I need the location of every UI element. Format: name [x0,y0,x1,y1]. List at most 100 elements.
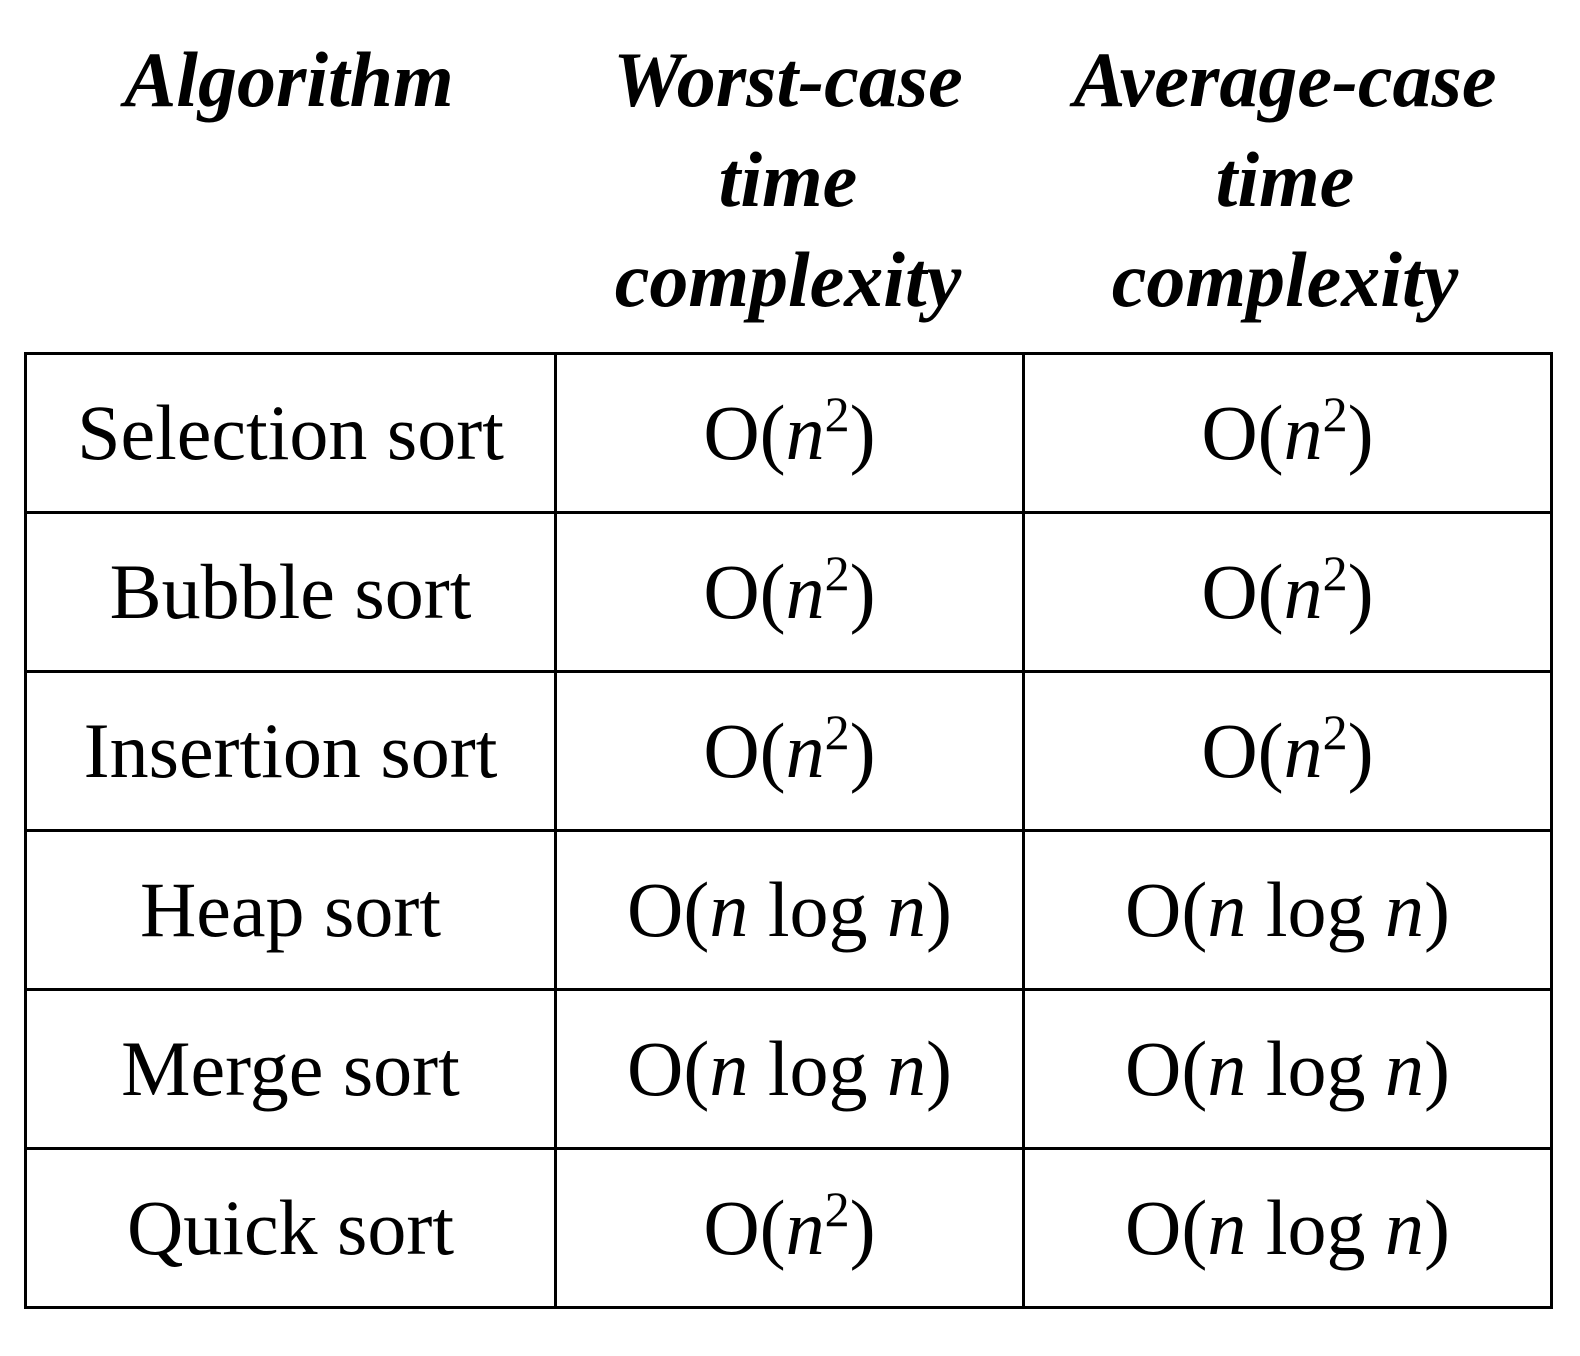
average-case-cell: O(n log n) [1022,1147,1553,1309]
big-o-open: O( [1201,548,1284,635]
big-o-close: ) [849,389,876,476]
variable: n [709,1025,749,1112]
exponent: 2 [824,704,850,760]
worst-case-cell: O(n2) [554,670,1025,832]
big-o-close: ) [1424,1184,1450,1271]
complexity-expression: O(n2) [703,1184,875,1267]
worst-case-cell: O(n2) [554,511,1025,673]
table-row: Merge sort O(n log n) O(n log n) [24,988,1553,1150]
variable: n [1207,866,1247,953]
header-line: complexity [1111,236,1459,323]
variable: n [1283,707,1323,794]
algorithm-name: Heap sort [24,829,557,991]
variable: n [785,1184,825,1271]
big-o-close: ) [849,707,876,794]
big-o-close: ) [1424,1025,1450,1112]
exponent: 2 [824,1181,850,1237]
exponent: 2 [1322,545,1348,601]
big-o-open: O( [703,707,786,794]
header-average-case: Average-case time complexity [1022,30,1548,352]
variable: n [1385,866,1424,953]
log-term: log [1246,1025,1385,1112]
complexity-expression: O(n2) [703,707,875,790]
big-o-open: O( [703,548,786,635]
big-o-open: O( [1125,1025,1208,1112]
big-o-close: ) [1424,866,1450,953]
variable: n [1283,389,1323,476]
big-o-open: O( [627,866,710,953]
complexity-expression: O(n2) [703,548,875,631]
average-case-cell: O(n2) [1022,511,1553,673]
big-o-open: O( [703,389,786,476]
big-o-close: ) [849,1184,876,1271]
log-term: log [1246,866,1385,953]
log-term: log [748,866,887,953]
variable: n [709,866,749,953]
table-header: Algorithm Worst-case time complexity Ave… [24,30,1572,352]
complexity-expression: O(n2) [1201,548,1373,631]
algorithm-name: Quick sort [24,1147,557,1309]
exponent: 2 [1322,704,1348,760]
header-line: Algorithm [124,36,454,123]
complexity-expression: O(n log n) [1125,1189,1450,1267]
complexity-expression: O(n log n) [627,871,952,949]
variable: n [785,389,825,476]
variable: n [1385,1184,1424,1271]
big-o-open: O( [703,1184,786,1271]
average-case-cell: O(n2) [1022,352,1553,514]
table-row: Selection sort O(n2) O(n2) [24,352,1553,514]
variable: n [1385,1025,1424,1112]
complexity-expression: O(n log n) [1125,871,1450,949]
complexity-expression: O(n2) [1201,389,1373,472]
variable: n [785,548,825,635]
table-body: Selection sort O(n2) O(n2) Bubble sort O… [24,352,1553,1309]
algorithm-name: Insertion sort [24,670,557,832]
complexity-expression: O(n log n) [627,1030,952,1108]
big-o-close: ) [1347,548,1374,635]
worst-case-cell: O(n log n) [554,988,1025,1150]
complexity-expression: O(n log n) [1125,1030,1450,1108]
big-o-close: ) [849,548,876,635]
worst-case-cell: O(n log n) [554,829,1025,991]
worst-case-cell: O(n2) [554,352,1025,514]
variable: n [1207,1184,1247,1271]
header-line: Average-case [1073,36,1497,123]
algorithm-name: Selection sort [24,352,557,514]
log-term: log [748,1025,887,1112]
big-o-open: O( [1125,866,1208,953]
worst-case-cell: O(n2) [554,1147,1025,1309]
big-o-open: O( [1125,1184,1208,1271]
complexity-expression: O(n2) [1201,707,1373,790]
big-o-close: ) [1347,389,1374,476]
table-row: Heap sort O(n log n) O(n log n) [24,829,1553,991]
algorithm-name: Bubble sort [24,511,557,673]
log-term: log [1246,1184,1385,1271]
header-line: time [1215,136,1355,223]
header-algorithm: Algorithm [24,30,554,352]
average-case-cell: O(n log n) [1022,988,1553,1150]
big-o-open: O( [1201,389,1284,476]
big-o-close: ) [926,866,952,953]
header-line: complexity [614,236,962,323]
exponent: 2 [824,386,850,442]
variable: n [887,1025,926,1112]
table-row: Quick sort O(n2) O(n log n) [24,1147,1553,1309]
variable: n [887,866,926,953]
header-worst-case: Worst-case time complexity [554,30,1022,352]
header-line: Worst-case [613,36,963,123]
variable: n [1283,548,1323,635]
big-o-open: O( [1201,707,1284,794]
complexity-table: Selection sort O(n2) O(n2) Bubble sort O… [24,352,1553,1309]
big-o-open: O( [627,1025,710,1112]
exponent: 2 [1322,386,1348,442]
header-line: time [718,136,858,223]
algorithm-name: Merge sort [24,988,557,1150]
big-o-close: ) [926,1025,952,1112]
variable: n [1207,1025,1247,1112]
big-o-close: ) [1347,707,1374,794]
variable: n [785,707,825,794]
average-case-cell: O(n log n) [1022,829,1553,991]
table-row: Insertion sort O(n2) O(n2) [24,670,1553,832]
exponent: 2 [824,545,850,601]
average-case-cell: O(n2) [1022,670,1553,832]
